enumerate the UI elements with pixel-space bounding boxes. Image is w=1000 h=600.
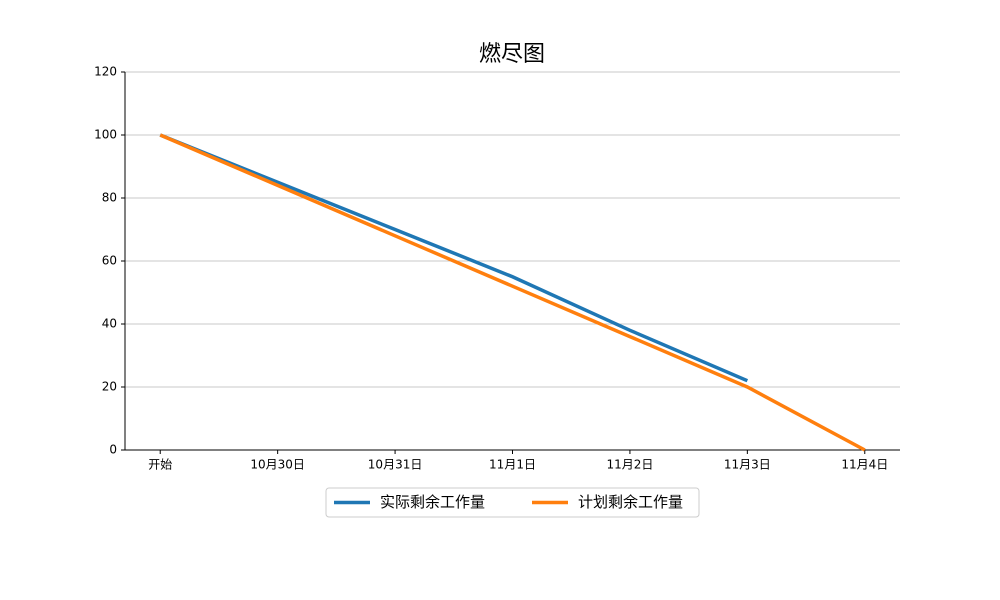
y-tick-label: 40 xyxy=(102,317,117,331)
y-tick-label: 100 xyxy=(94,128,117,142)
x-tick-label: 开始 xyxy=(148,458,172,472)
y-tick-label: 0 xyxy=(109,443,117,457)
y-tick-label: 20 xyxy=(102,380,117,394)
x-tick-label: 11月1日 xyxy=(489,458,536,472)
x-tick-label: 11月3日 xyxy=(724,458,771,472)
chart-title: 燃尽图 xyxy=(479,42,545,67)
x-tick-label: 11月4日 xyxy=(841,458,888,472)
legend-box xyxy=(325,487,700,518)
y-tick-label: 60 xyxy=(102,254,117,268)
x-tick-label: 10月30日 xyxy=(250,458,305,472)
x-tick-label: 10月31日 xyxy=(368,458,423,472)
series-line xyxy=(159,133,749,383)
x-tick-label: 11月2日 xyxy=(606,458,653,472)
legend-label: 计划剩余工作量 xyxy=(578,493,683,511)
legend-label: 实际剩余工作量 xyxy=(380,493,485,511)
y-tick-label: 120 xyxy=(94,65,117,79)
series-line xyxy=(159,133,866,452)
y-tick-label: 80 xyxy=(102,191,117,205)
